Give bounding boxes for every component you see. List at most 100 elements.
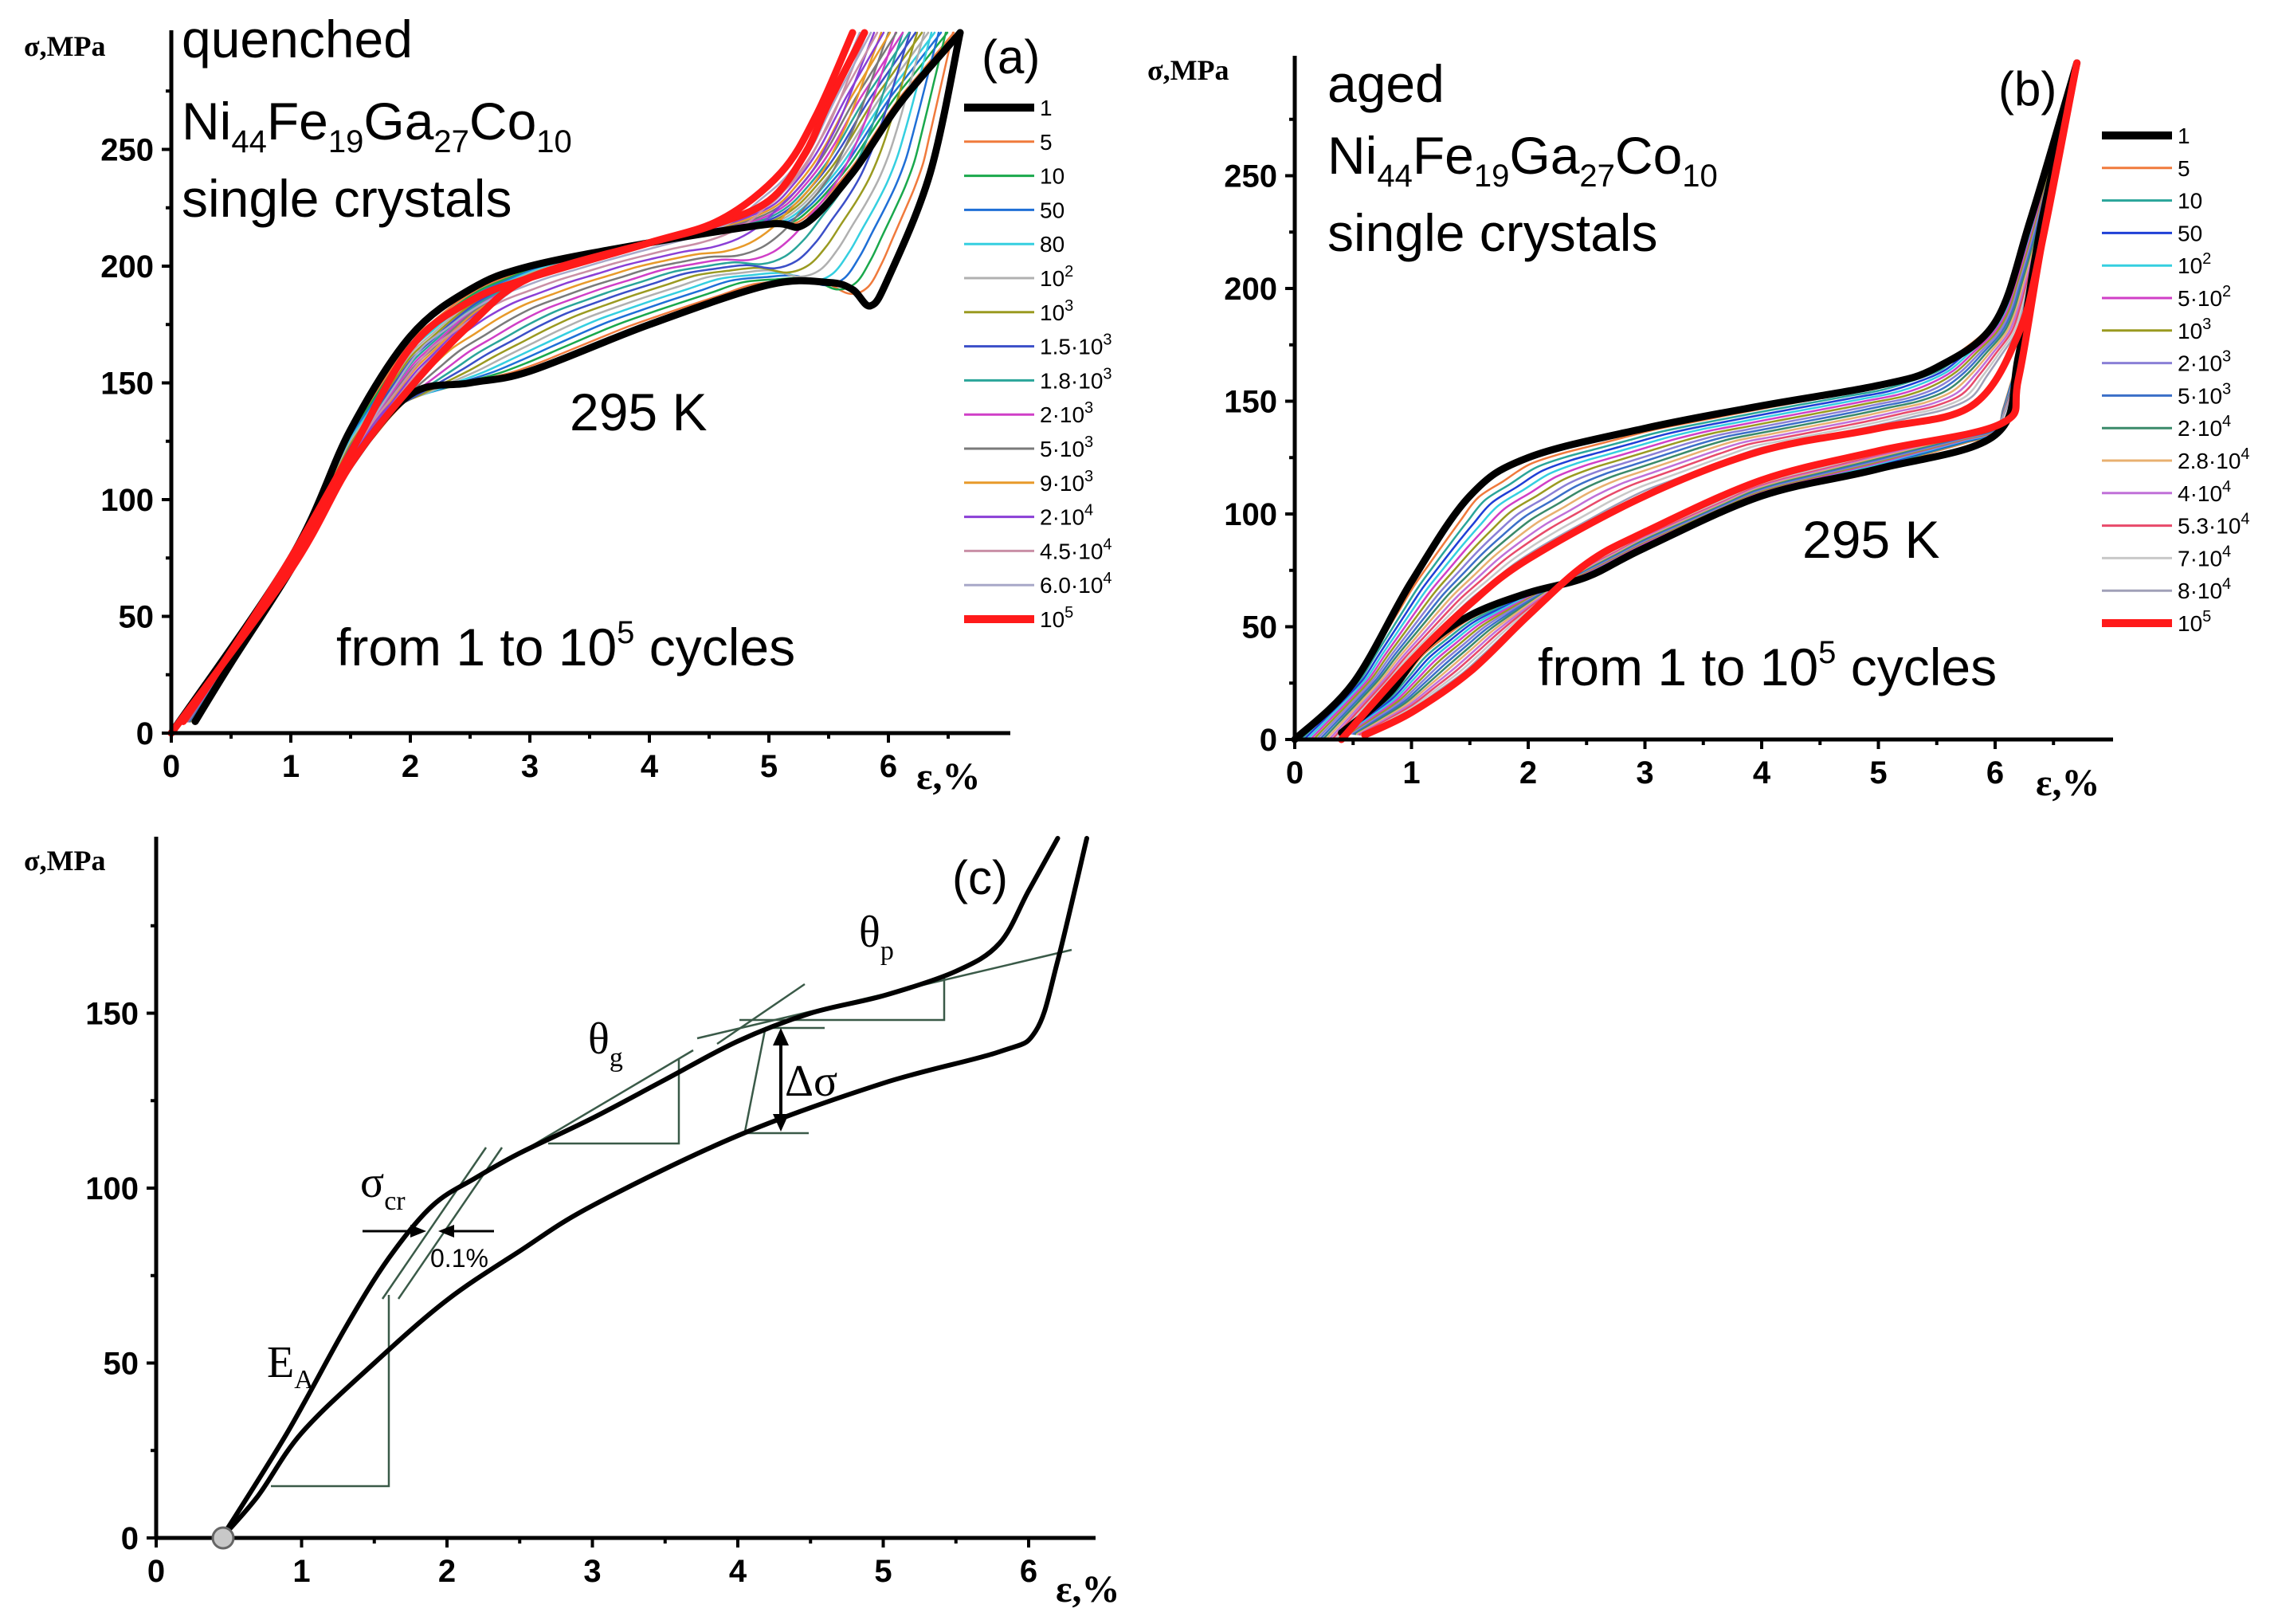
panel-a-curve-unloading-thick: [179, 29, 857, 725]
panel-b-y-tick-label: 0: [1260, 723, 1277, 758]
origin-marker: [211, 1526, 235, 1550]
panel-a-x-tick-label: 0: [163, 749, 180, 784]
legend-label: 5·103: [2178, 380, 2231, 408]
panel-a-x-tick-label: 5: [760, 749, 778, 784]
theta-g-label: θg: [588, 1014, 623, 1073]
panel-b-y-tick-label: 150: [1224, 385, 1277, 420]
offset-label: 0.1%: [430, 1244, 488, 1273]
legend-label: 5·102: [2178, 283, 2231, 311]
legend-label: 1.8·103: [1040, 365, 1112, 393]
panel-a-ylabel: σ,MPa: [24, 30, 106, 62]
panel-c-axes: 0 1 2 3 4 5 6 0 50 100 150: [85, 837, 1096, 1589]
legend-label: 10: [2178, 189, 2202, 214]
panel-c-y-tick-label: 100: [85, 1171, 139, 1206]
panel-a-title-3: single crystals: [182, 169, 512, 228]
legend-label: 5.3·104: [2178, 511, 2250, 539]
legend-label: 105: [1040, 604, 1073, 632]
panel-a-x-tick-label: 3: [521, 749, 539, 784]
panel-b-y-tick-label: 50: [1242, 610, 1278, 645]
panel-a-y-tick-label: 150: [100, 367, 154, 402]
panel-a-x-tick-label: 4: [641, 749, 659, 784]
panel-b-x-tick-label: 6: [1986, 755, 2004, 790]
panel-b-temperature: 295 K: [1802, 510, 1939, 569]
legend-label: 105: [2178, 608, 2211, 636]
panel-c-curves: [219, 836, 1089, 1540]
panel-b-curve-unloading-thick: [1361, 59, 2081, 739]
panel-c-y-tick-label: 150: [85, 997, 139, 1032]
panel-b-label: (b): [1998, 62, 2056, 116]
panel-b-y-tick-label: 100: [1224, 497, 1277, 532]
panel-a-y-tick-label: 0: [136, 716, 154, 751]
legend-label: 1: [1040, 96, 1053, 120]
panel-a-y-tick-label: 200: [100, 249, 154, 284]
legend-label: 50: [1040, 198, 1064, 222]
legend-label: 2·104: [1040, 502, 1093, 530]
panel-b-curve-loading: [1306, 61, 2078, 741]
panel-b-composition: Ni44Fe19Ga27Co10: [1327, 126, 1718, 194]
delta-sigma-label: Δσ: [785, 1057, 837, 1106]
panel-b-xlabel: ε,%: [2036, 762, 2100, 804]
legend-label: 102: [1040, 263, 1073, 291]
panel-b-axes: 0 1 2 3 4 5 6 0 50 100 150 200 250: [1224, 56, 2113, 790]
panel-b-x-tick-label: 1: [1402, 755, 1420, 790]
theta-g-triangle: [548, 1058, 680, 1145]
panel-c-y-tick-label: 50: [104, 1347, 139, 1382]
theta-p-label: θp: [859, 908, 894, 966]
panel-b-note: from 1 to 105 cycles: [1538, 635, 1997, 696]
theta-p-triangle: [739, 976, 946, 1022]
panel-b-title-1: aged: [1327, 54, 1445, 113]
legend-label: 103: [2178, 316, 2211, 343]
panel-b-legend: 1 5 10 50 102 5·102 103 2·103 5·103 2·104 2.8·104 4…: [2102, 124, 2250, 636]
panel-a-composition: Ni44Fe19Ga27Co10: [182, 92, 572, 159]
legend-label: 1.5·103: [1040, 331, 1112, 359]
legend-label: 5: [2178, 156, 2190, 181]
delta-sigma-arrowhead-up: [773, 1028, 789, 1045]
panel-c-label: (c): [952, 851, 1008, 904]
legend-label: 10: [1040, 164, 1064, 189]
panel-a-title-1: quenched: [182, 10, 413, 69]
panel-c-xlabel: ε,%: [1056, 1568, 1120, 1610]
panel-c-x-tick-label: 1: [292, 1554, 310, 1589]
panel-a-y-tick-label: 50: [119, 600, 155, 635]
panel-b-y-tick-label: 250: [1224, 159, 1277, 194]
panel-c-curve-loading: [219, 836, 1061, 1540]
panel-a-x-tick-label: 6: [880, 749, 897, 784]
panel-b-x-tick-label: 0: [1286, 755, 1304, 790]
panel-a-label: (a): [982, 30, 1040, 84]
legend-label: 2·104: [2178, 413, 2231, 441]
panel-c-curve-unloading: [219, 836, 1089, 1540]
panel-b-curve-loading: [1309, 61, 2078, 741]
legend-label: 4·104: [2178, 478, 2231, 506]
panel-c-x-tick-label: 5: [874, 1554, 892, 1589]
legend-label: 50: [2178, 221, 2202, 245]
legend-label: 103: [1040, 297, 1073, 325]
panel-a-xlabel: ε,%: [916, 755, 981, 798]
legend-label: 102: [2178, 250, 2211, 278]
panel-b-curves: [1291, 59, 2081, 743]
panel-a-y-tick-label: 100: [100, 483, 154, 518]
panel-c-x-tick-label: 0: [147, 1554, 165, 1589]
panel-a-y-tick-label: 250: [100, 133, 154, 168]
legend-label: 6.0·104: [1040, 570, 1112, 598]
panel-c-x-tick-label: 6: [1020, 1554, 1037, 1589]
ea-label: EA: [267, 1338, 314, 1395]
panel-a-note: from 1 to 105 cycles: [336, 615, 795, 677]
panel-a-legend: 1 5 10 50 80 102 103 1.5·103 1.8·103 2·103 5·103 9·…: [964, 96, 1112, 632]
legend-label: 80: [1040, 232, 1064, 257]
theta-g-upper-tangent: [716, 983, 806, 1045]
panel-b-curve-loading: [1312, 61, 2078, 741]
panel-a-x-tick-label: 1: [282, 749, 300, 784]
panel-a-x-tick-label: 2: [402, 749, 419, 784]
legend-label: 2·103: [2178, 348, 2231, 376]
panel-a-axes: 0 1 2 3 4 5 6 0 50 100 150 200 250: [100, 30, 1010, 784]
ea-triangle: [271, 1295, 390, 1488]
legend-label: 2·103: [1040, 399, 1093, 427]
legend-label: 7·104: [2178, 543, 2231, 571]
legend-label: 5: [1040, 130, 1053, 155]
panel-c-x-tick-label: 3: [583, 1554, 601, 1589]
panel-b-y-tick-label: 200: [1224, 272, 1277, 307]
panel-b-curve-loading-thick: [1291, 59, 2081, 743]
